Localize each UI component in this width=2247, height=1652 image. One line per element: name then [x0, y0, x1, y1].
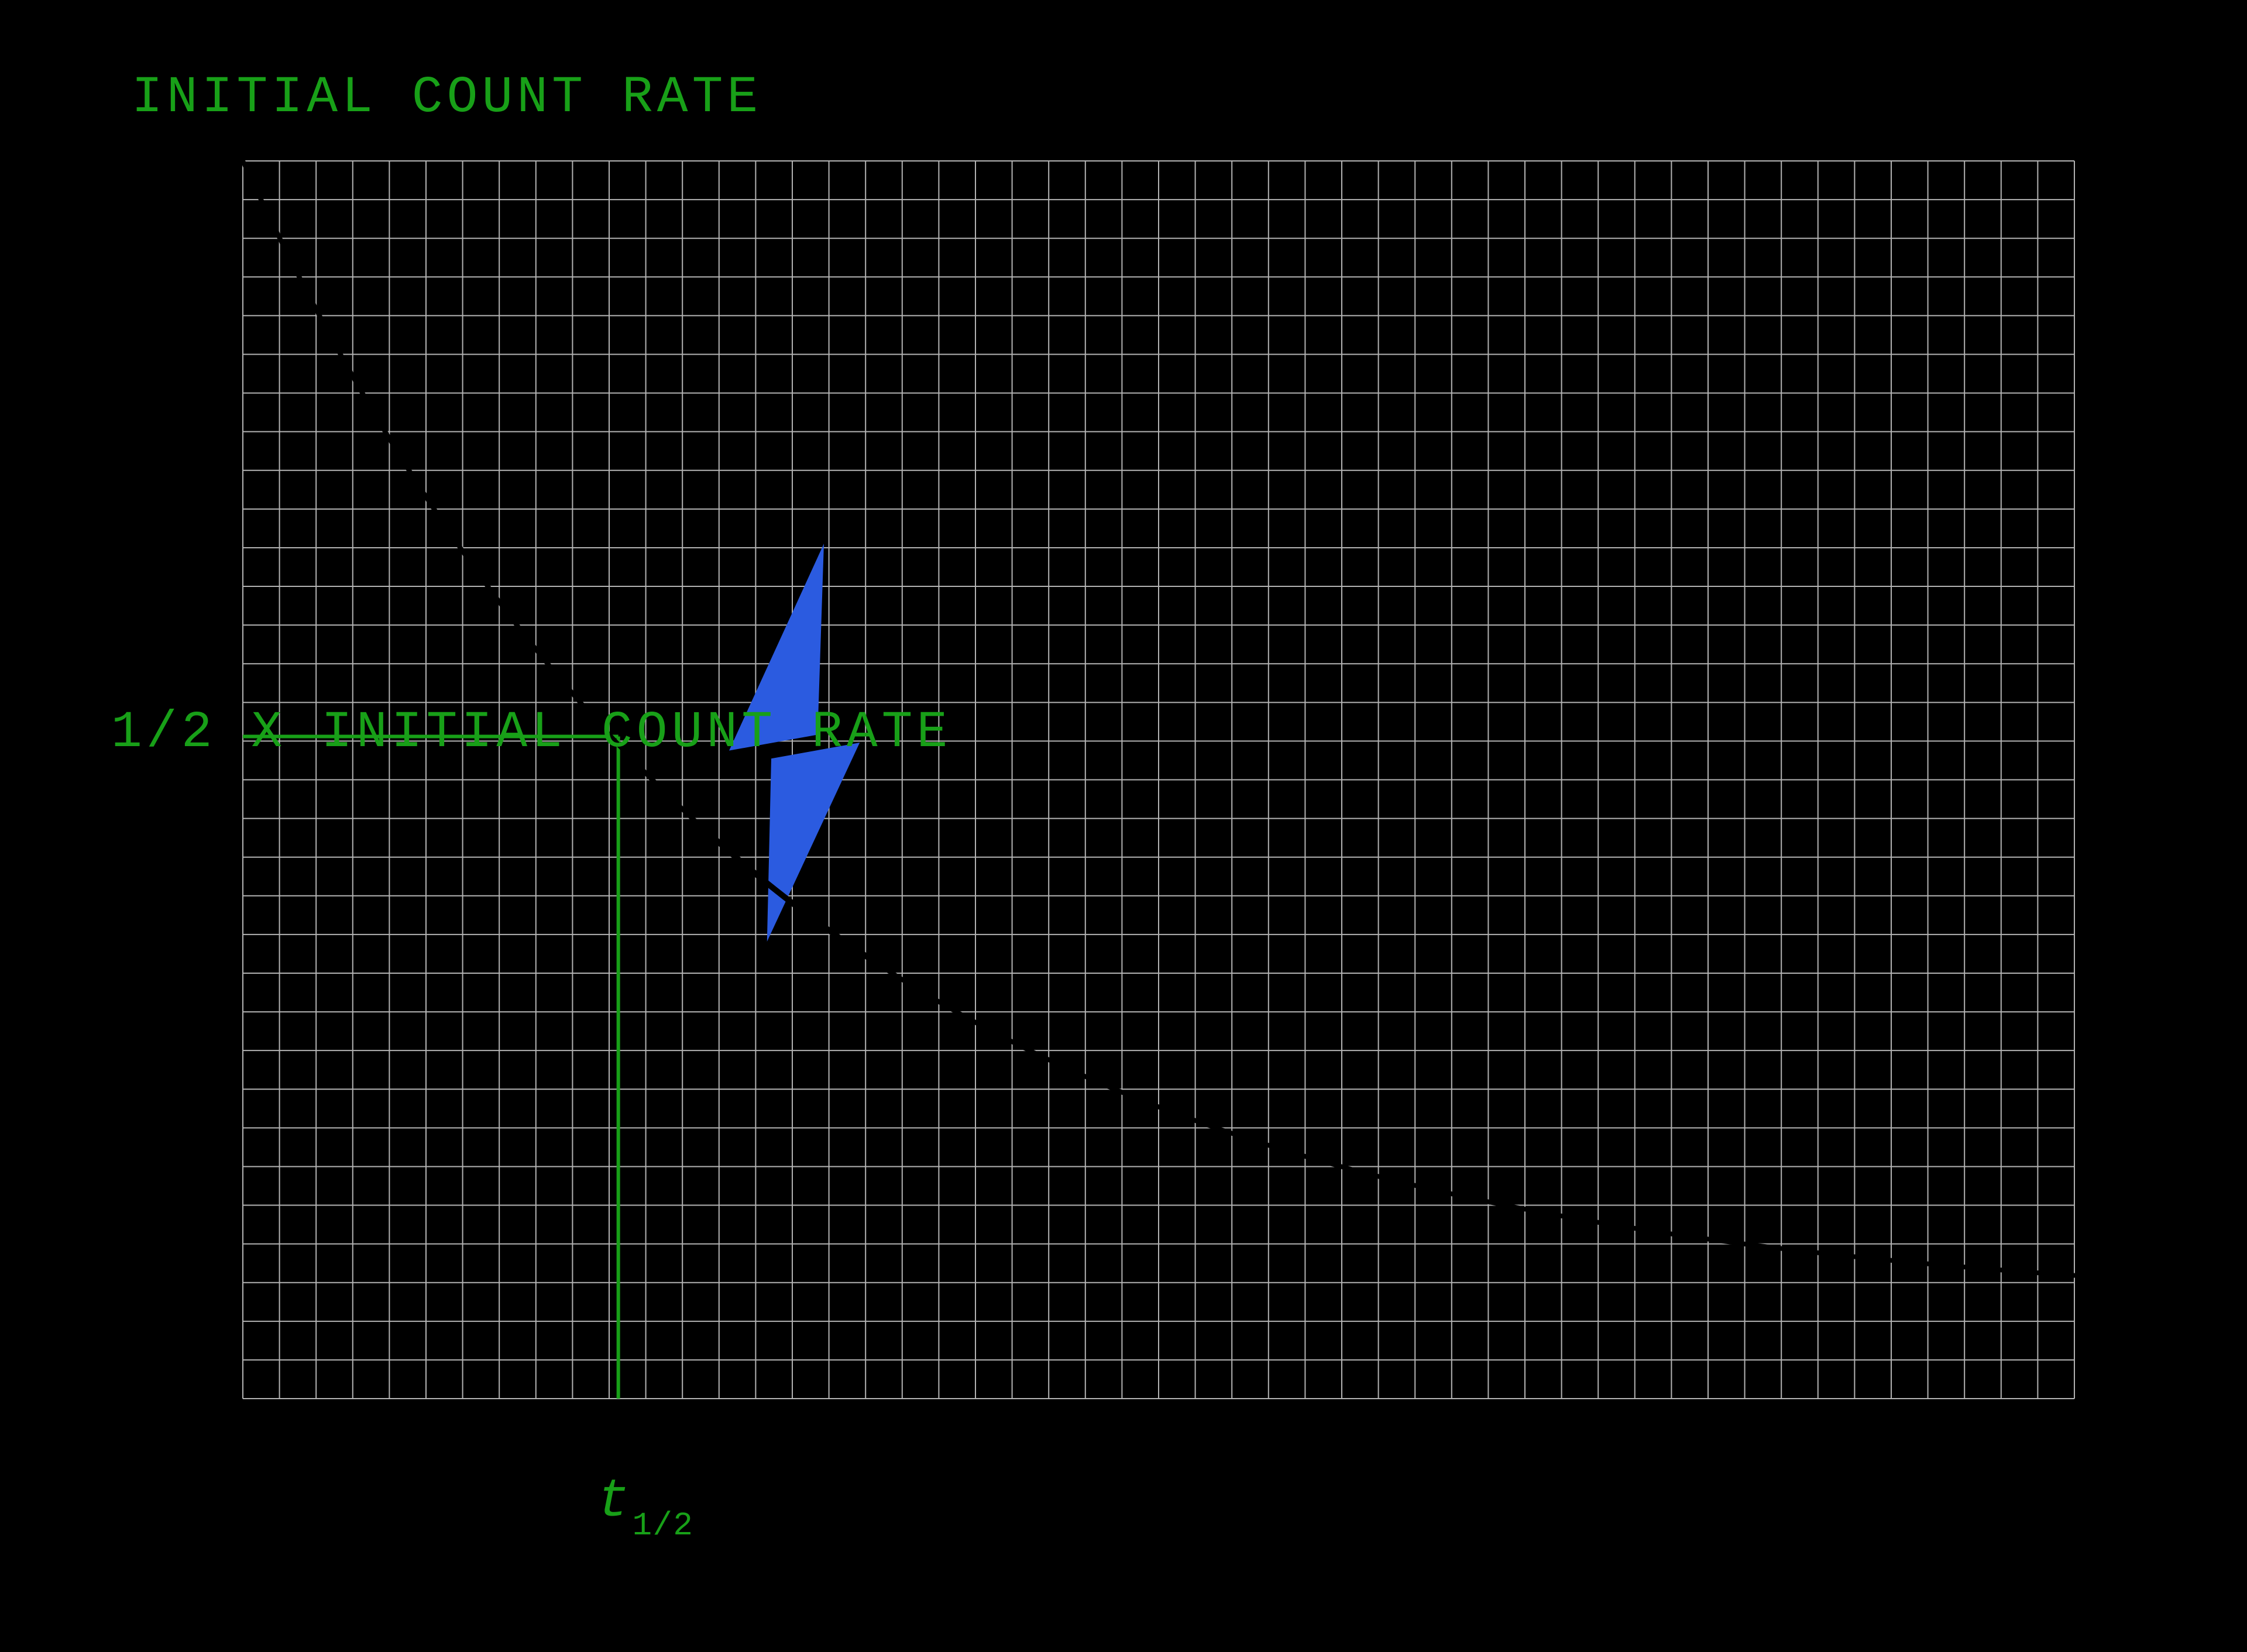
half-count-rate-label: 1/2 X INITIAL COUNT RATE: [111, 704, 951, 762]
chart-title-initial: INITIAL COUNT RATE: [132, 69, 762, 127]
canvas-background: [0, 0, 2247, 1652]
